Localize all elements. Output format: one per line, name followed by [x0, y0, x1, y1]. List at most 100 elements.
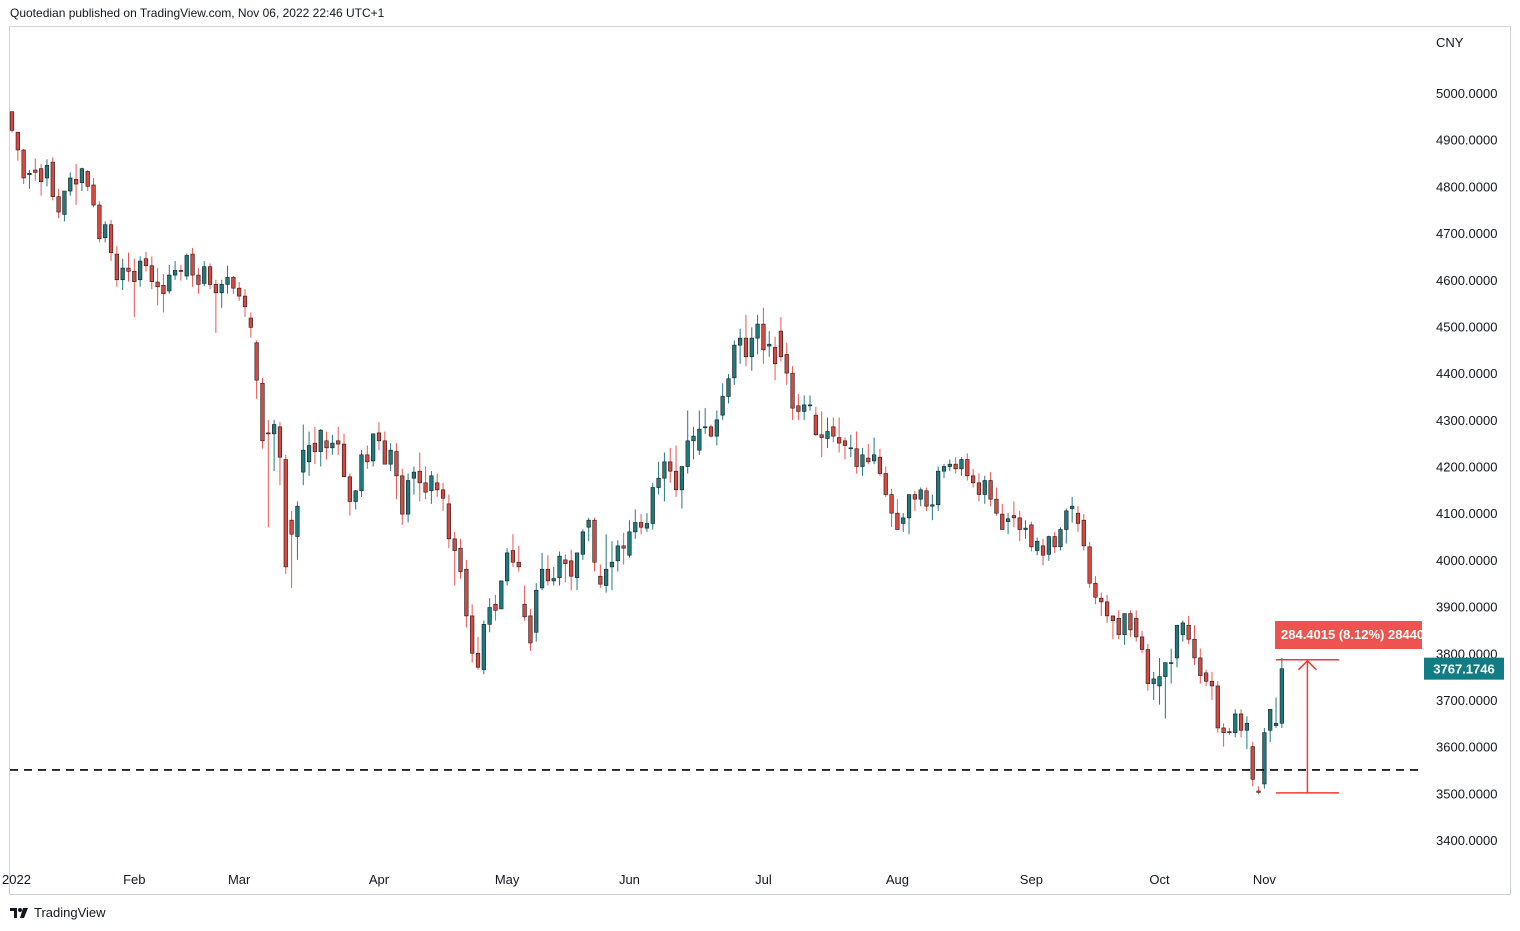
candle-body — [1256, 790, 1261, 793]
y-tick-label: 4000.0000 — [1436, 553, 1497, 568]
candle — [1256, 786, 1261, 795]
candle-body — [85, 171, 90, 187]
x-tick-label: Feb — [123, 872, 145, 887]
currency-label: CNY — [1436, 35, 1464, 50]
candle — [1105, 594, 1110, 623]
candle — [790, 366, 795, 420]
candle-body — [534, 589, 539, 633]
candle-body — [1000, 513, 1005, 530]
candle — [668, 447, 673, 483]
candle-body — [1046, 536, 1051, 555]
candle — [679, 466, 684, 509]
candle — [720, 383, 725, 420]
candle-body — [108, 224, 114, 253]
candle — [877, 448, 883, 476]
candle — [470, 604, 475, 663]
candle — [435, 473, 440, 497]
candle-body — [272, 424, 277, 435]
y-tick-label: 4500.0000 — [1436, 319, 1497, 334]
candle-body — [819, 434, 824, 438]
candle — [621, 532, 626, 565]
candle — [1116, 610, 1121, 640]
candle — [1151, 671, 1156, 700]
candle-body — [924, 490, 929, 507]
candle-body — [27, 173, 32, 176]
candle-body — [732, 344, 737, 379]
candle — [609, 541, 615, 591]
candle — [417, 452, 422, 502]
candle — [487, 598, 492, 633]
candle — [1139, 630, 1145, 654]
candle-body — [668, 461, 673, 472]
candle-body — [50, 161, 55, 197]
candle-body — [971, 475, 976, 484]
candle-body — [545, 568, 550, 582]
candle — [772, 336, 778, 381]
y-tick-label: 5000.0000 — [1436, 86, 1497, 101]
candle-body — [813, 414, 818, 436]
candle-body — [1174, 624, 1180, 659]
candle-body — [714, 419, 719, 437]
candle — [732, 340, 737, 385]
candle — [1157, 657, 1162, 705]
candle — [726, 374, 731, 404]
candle-body — [516, 561, 521, 568]
candle-body — [539, 568, 545, 589]
candle-body — [988, 480, 993, 500]
time-axis[interactable]: 2022 Feb Mar Apr May Jun Jul Aug Sep Oct Nov — [2, 872, 1276, 887]
candle-body — [510, 550, 516, 563]
candle — [743, 314, 749, 367]
chart-panel[interactable] — [9, 26, 1511, 895]
candle-body — [91, 184, 96, 206]
candle-body — [982, 480, 987, 495]
candle-body — [487, 607, 492, 625]
price-axis[interactable]: CNY 5000.0000 4900.0000 4800.0000 4700.0000 4… — [1436, 35, 1497, 848]
candle — [277, 422, 283, 486]
candle-body — [440, 489, 446, 499]
x-tick-label: Jun — [619, 872, 640, 887]
candle — [819, 411, 824, 458]
candle-body — [656, 477, 661, 488]
candle-body — [854, 448, 859, 467]
candle-body — [475, 652, 481, 668]
candle — [1221, 723, 1226, 747]
candle-body — [1192, 638, 1197, 659]
candle-body — [1023, 527, 1028, 530]
candle-body — [1035, 540, 1040, 551]
candle — [796, 394, 801, 420]
candle — [574, 552, 580, 591]
candle — [755, 314, 760, 355]
candle-body — [883, 473, 888, 495]
candle — [1052, 531, 1057, 553]
candle-body — [1139, 636, 1145, 650]
candle — [901, 513, 906, 532]
candle-body — [947, 463, 952, 467]
candle-body — [633, 522, 638, 533]
last-price-badge: 3767.1746 — [1424, 657, 1504, 680]
candle — [761, 307, 766, 364]
candle-body — [1209, 680, 1215, 687]
candle-body — [452, 538, 457, 551]
candle-body — [959, 459, 964, 470]
candle-body — [39, 168, 44, 183]
candle-body — [1110, 615, 1116, 621]
candle — [475, 636, 481, 670]
candle-body — [871, 454, 877, 462]
candle — [860, 447, 865, 476]
candle — [295, 501, 300, 560]
candle-body — [458, 547, 463, 572]
candle-body — [400, 475, 405, 515]
candle-body — [586, 519, 591, 528]
candle-body — [173, 270, 178, 276]
candle-body — [906, 494, 912, 519]
candle — [237, 282, 242, 301]
candle — [1081, 514, 1086, 551]
candle — [1023, 520, 1028, 539]
candle-body — [1273, 722, 1279, 726]
candle-body — [254, 342, 259, 381]
x-tick-label: 2022 — [2, 872, 31, 887]
footer-brand[interactable]: TradingView — [10, 905, 106, 920]
candle — [15, 131, 20, 161]
candle — [1262, 727, 1267, 789]
